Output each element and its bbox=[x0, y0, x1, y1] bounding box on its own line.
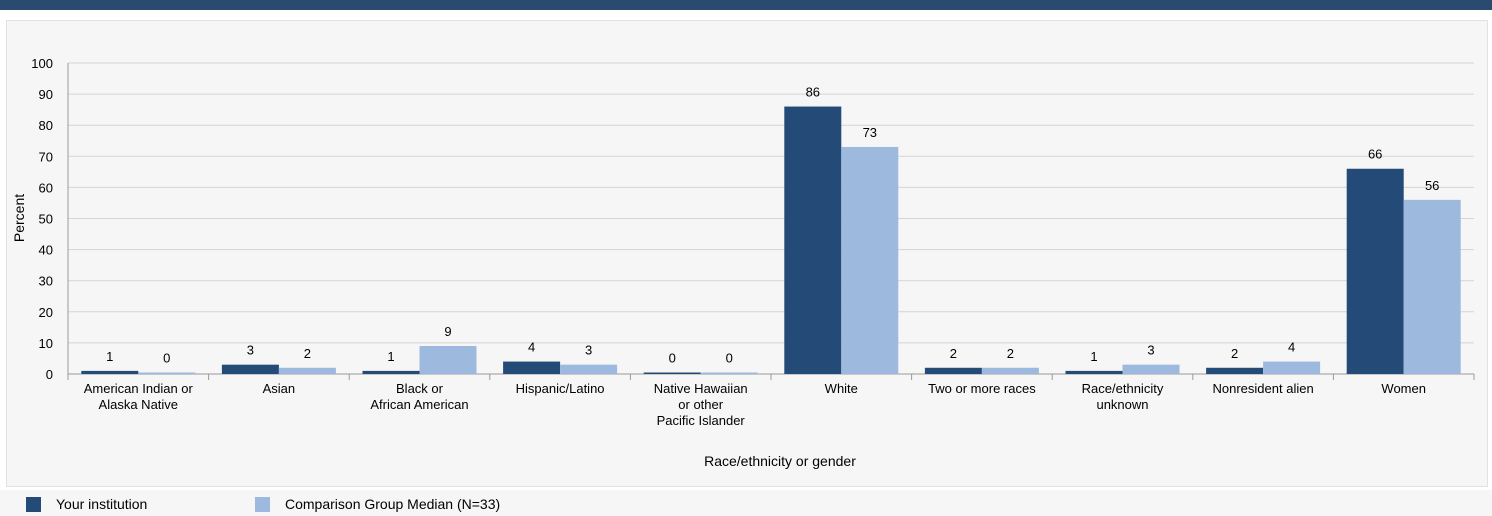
bar-value-label: 3 bbox=[1147, 343, 1154, 358]
x-category-label: Women bbox=[1381, 381, 1426, 396]
bar-value-label: 1 bbox=[1090, 349, 1097, 364]
y-tick-label: 20 bbox=[39, 305, 53, 320]
legend: Your institution Comparison Group Median… bbox=[0, 490, 1492, 516]
bar-value-label: 0 bbox=[163, 351, 170, 366]
legend-item-your-institution: Your institution bbox=[26, 496, 147, 512]
y-tick-label: 100 bbox=[31, 56, 53, 71]
bar bbox=[1263, 361, 1321, 374]
y-tick-label: 10 bbox=[39, 336, 53, 351]
bar-value-label: 2 bbox=[304, 346, 311, 361]
y-tick-label: 50 bbox=[39, 212, 53, 227]
y-tick-label: 0 bbox=[46, 367, 53, 382]
bar bbox=[278, 367, 336, 374]
x-category-label: White bbox=[825, 381, 858, 396]
y-tick-label: 80 bbox=[39, 118, 53, 133]
y-tick-label: 60 bbox=[39, 180, 53, 195]
bar bbox=[841, 146, 899, 374]
bar bbox=[784, 106, 842, 374]
bar-value-label: 3 bbox=[247, 343, 254, 358]
x-category-label: Race/ethnicity bbox=[1082, 381, 1164, 396]
x-category-label: Native Hawaiian bbox=[654, 381, 748, 396]
bar bbox=[1122, 364, 1180, 374]
y-tick-label: 40 bbox=[39, 243, 53, 258]
bar bbox=[1065, 370, 1123, 374]
x-category-label: Pacific Islander bbox=[657, 413, 746, 428]
bar-value-label: 4 bbox=[528, 340, 535, 355]
gridlines bbox=[67, 62, 1475, 380]
bars bbox=[81, 106, 1461, 374]
x-category-label: Alaska Native bbox=[99, 397, 178, 412]
y-axis-title: Percent bbox=[11, 194, 27, 242]
x-category-label: Hispanic/Latino bbox=[516, 381, 605, 396]
x-category-label: or other bbox=[678, 397, 723, 412]
bar bbox=[1403, 199, 1461, 374]
x-axis-title: Race/ethnicity or gender bbox=[704, 453, 856, 469]
bar-value-label: 2 bbox=[1231, 346, 1238, 361]
x-category-label: Black or bbox=[396, 381, 444, 396]
bar-value-label: 4 bbox=[1288, 340, 1295, 355]
bar-value-label: 73 bbox=[863, 125, 877, 140]
legend-swatch-your-institution bbox=[26, 496, 41, 512]
bar bbox=[1206, 367, 1264, 374]
bar-value-label: 1 bbox=[106, 349, 113, 364]
x-category-label: Nonresident alien bbox=[1213, 381, 1314, 396]
chart-panel bbox=[6, 20, 1488, 487]
bar-value-label: 2 bbox=[1007, 346, 1014, 361]
x-category-label: African American bbox=[370, 397, 468, 412]
bar bbox=[81, 370, 139, 374]
bar-value-label: 1 bbox=[387, 349, 394, 364]
legend-swatch-comparison-group bbox=[255, 496, 270, 512]
bar bbox=[138, 372, 196, 374]
bar bbox=[221, 364, 279, 374]
legend-label-comparison-group: Comparison Group Median (N=33) bbox=[285, 496, 501, 512]
y-tick-label: 70 bbox=[39, 149, 53, 164]
bar-value-label: 56 bbox=[1425, 178, 1439, 193]
bar bbox=[560, 364, 618, 374]
bar-value-label: 9 bbox=[444, 324, 451, 339]
bar bbox=[981, 367, 1039, 374]
bar-value-label: 2 bbox=[950, 346, 957, 361]
bar bbox=[700, 372, 758, 374]
bar bbox=[643, 372, 701, 374]
data-labels: 1 3 1 4 0 86 2 1 2 66 0 2 9 3 0 73 2 3 4 56 bbox=[106, 85, 1439, 366]
header-accent-bar bbox=[0, 0, 1492, 10]
y-tick-label: 30 bbox=[39, 274, 53, 289]
bar bbox=[924, 367, 982, 374]
bar bbox=[1346, 168, 1404, 374]
bar bbox=[362, 370, 420, 374]
bar bbox=[419, 346, 477, 374]
bar-value-label: 86 bbox=[806, 85, 820, 100]
legend-item-comparison-group: Comparison Group Median (N=33) bbox=[255, 496, 500, 512]
bar bbox=[503, 361, 561, 374]
x-category-label: Two or more races bbox=[928, 381, 1036, 396]
bar-value-label: 3 bbox=[585, 343, 592, 358]
legend-label-your-institution: Your institution bbox=[56, 496, 148, 512]
bar-value-label: 0 bbox=[726, 351, 733, 366]
bar-value-label: 0 bbox=[669, 351, 676, 366]
y-tick-label: 90 bbox=[39, 87, 53, 102]
x-category-label: unknown bbox=[1096, 397, 1148, 412]
bar-value-label: 66 bbox=[1368, 147, 1382, 162]
y-axis-ticks: 0 10 20 30 40 50 60 70 80 90 100 bbox=[31, 56, 53, 382]
x-category-label: Asian bbox=[263, 381, 296, 396]
x-category-label: American Indian or bbox=[84, 381, 194, 396]
